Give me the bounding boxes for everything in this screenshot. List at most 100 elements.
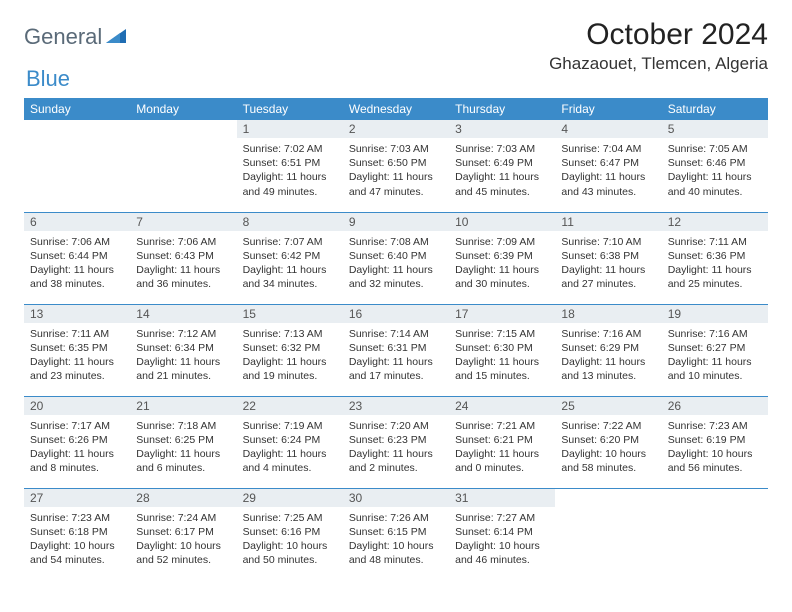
calendar-row: 1Sunrise: 7:02 AMSunset: 6:51 PMDaylight… — [24, 120, 768, 212]
calendar-row: 13Sunrise: 7:11 AMSunset: 6:35 PMDayligh… — [24, 304, 768, 396]
logo-text-blue: Blue — [26, 66, 70, 91]
sunrise-text: Sunrise: 7:18 AM — [136, 419, 230, 433]
day-number: 26 — [662, 397, 768, 415]
sunrise-text: Sunrise: 7:15 AM — [455, 327, 549, 341]
sunset-text: Sunset: 6:27 PM — [668, 341, 762, 355]
day-number — [555, 489, 661, 493]
day-details: Sunrise: 7:14 AMSunset: 6:31 PMDaylight:… — [343, 323, 449, 390]
day-details: Sunrise: 7:16 AMSunset: 6:27 PMDaylight:… — [662, 323, 768, 390]
day-number: 5 — [662, 120, 768, 138]
sunset-text: Sunset: 6:23 PM — [349, 433, 443, 447]
day-number: 31 — [449, 489, 555, 507]
daylight-text: Daylight: 11 hours and 21 minutes. — [136, 355, 230, 383]
sunset-text: Sunset: 6:14 PM — [455, 525, 549, 539]
sunrise-text: Sunrise: 7:11 AM — [668, 235, 762, 249]
day-details: Sunrise: 7:18 AMSunset: 6:25 PMDaylight:… — [130, 415, 236, 482]
day-details: Sunrise: 7:10 AMSunset: 6:38 PMDaylight:… — [555, 231, 661, 298]
day-number: 25 — [555, 397, 661, 415]
daylight-text: Daylight: 11 hours and 27 minutes. — [561, 263, 655, 291]
day-details: Sunrise: 7:02 AMSunset: 6:51 PMDaylight:… — [237, 138, 343, 205]
sunset-text: Sunset: 6:29 PM — [561, 341, 655, 355]
logo-triangle-icon — [106, 27, 126, 48]
sunset-text: Sunset: 6:16 PM — [243, 525, 337, 539]
daylight-text: Daylight: 11 hours and 43 minutes. — [561, 170, 655, 198]
calendar-cell: 3Sunrise: 7:03 AMSunset: 6:49 PMDaylight… — [449, 120, 555, 212]
day-number: 23 — [343, 397, 449, 415]
day-details: Sunrise: 7:12 AMSunset: 6:34 PMDaylight:… — [130, 323, 236, 390]
day-details: Sunrise: 7:17 AMSunset: 6:26 PMDaylight:… — [24, 415, 130, 482]
sunset-text: Sunset: 6:18 PM — [30, 525, 124, 539]
calendar-cell — [662, 488, 768, 580]
calendar-cell: 6Sunrise: 7:06 AMSunset: 6:44 PMDaylight… — [24, 212, 130, 304]
sunrise-text: Sunrise: 7:05 AM — [668, 142, 762, 156]
calendar-cell: 23Sunrise: 7:20 AMSunset: 6:23 PMDayligh… — [343, 396, 449, 488]
calendar-row: 6Sunrise: 7:06 AMSunset: 6:44 PMDaylight… — [24, 212, 768, 304]
day-number: 28 — [130, 489, 236, 507]
sunset-text: Sunset: 6:20 PM — [561, 433, 655, 447]
sunrise-text: Sunrise: 7:06 AM — [136, 235, 230, 249]
daylight-text: Daylight: 11 hours and 6 minutes. — [136, 447, 230, 475]
sunrise-text: Sunrise: 7:14 AM — [349, 327, 443, 341]
day-number: 30 — [343, 489, 449, 507]
logo-text-general: General — [24, 24, 102, 50]
calendar-cell — [24, 120, 130, 212]
sunrise-text: Sunrise: 7:02 AM — [243, 142, 337, 156]
day-header: Thursday — [449, 98, 555, 120]
calendar-cell: 20Sunrise: 7:17 AMSunset: 6:26 PMDayligh… — [24, 396, 130, 488]
calendar-cell: 25Sunrise: 7:22 AMSunset: 6:20 PMDayligh… — [555, 396, 661, 488]
day-details: Sunrise: 7:11 AMSunset: 6:36 PMDaylight:… — [662, 231, 768, 298]
calendar-cell: 29Sunrise: 7:25 AMSunset: 6:16 PMDayligh… — [237, 488, 343, 580]
sunrise-text: Sunrise: 7:06 AM — [30, 235, 124, 249]
daylight-text: Daylight: 10 hours and 52 minutes. — [136, 539, 230, 567]
sunrise-text: Sunrise: 7:25 AM — [243, 511, 337, 525]
sunrise-text: Sunrise: 7:16 AM — [561, 327, 655, 341]
sunset-text: Sunset: 6:42 PM — [243, 249, 337, 263]
daylight-text: Daylight: 11 hours and 38 minutes. — [30, 263, 124, 291]
daylight-text: Daylight: 11 hours and 23 minutes. — [30, 355, 124, 383]
day-header: Tuesday — [237, 98, 343, 120]
day-number: 20 — [24, 397, 130, 415]
day-number: 19 — [662, 305, 768, 323]
day-header-row: Sunday Monday Tuesday Wednesday Thursday… — [24, 98, 768, 120]
daylight-text: Daylight: 11 hours and 40 minutes. — [668, 170, 762, 198]
page: General October 2024 Ghazaouet, Tlemcen,… — [0, 0, 792, 598]
day-details: Sunrise: 7:20 AMSunset: 6:23 PMDaylight:… — [343, 415, 449, 482]
day-number: 11 — [555, 213, 661, 231]
day-details: Sunrise: 7:08 AMSunset: 6:40 PMDaylight:… — [343, 231, 449, 298]
daylight-text: Daylight: 11 hours and 30 minutes. — [455, 263, 549, 291]
calendar-cell — [130, 120, 236, 212]
calendar-cell: 24Sunrise: 7:21 AMSunset: 6:21 PMDayligh… — [449, 396, 555, 488]
calendar-row: 20Sunrise: 7:17 AMSunset: 6:26 PMDayligh… — [24, 396, 768, 488]
day-number: 7 — [130, 213, 236, 231]
month-title: October 2024 — [549, 18, 768, 52]
day-number: 12 — [662, 213, 768, 231]
day-number — [662, 489, 768, 493]
sunrise-text: Sunrise: 7:03 AM — [455, 142, 549, 156]
calendar-cell: 2Sunrise: 7:03 AMSunset: 6:50 PMDaylight… — [343, 120, 449, 212]
daylight-text: Daylight: 11 hours and 8 minutes. — [30, 447, 124, 475]
calendar-cell: 11Sunrise: 7:10 AMSunset: 6:38 PMDayligh… — [555, 212, 661, 304]
day-details: Sunrise: 7:27 AMSunset: 6:14 PMDaylight:… — [449, 507, 555, 574]
sunset-text: Sunset: 6:24 PM — [243, 433, 337, 447]
day-header: Friday — [555, 98, 661, 120]
day-details: Sunrise: 7:05 AMSunset: 6:46 PMDaylight:… — [662, 138, 768, 205]
day-details: Sunrise: 7:04 AMSunset: 6:47 PMDaylight:… — [555, 138, 661, 205]
sunset-text: Sunset: 6:26 PM — [30, 433, 124, 447]
calendar-cell: 22Sunrise: 7:19 AMSunset: 6:24 PMDayligh… — [237, 396, 343, 488]
day-details: Sunrise: 7:24 AMSunset: 6:17 PMDaylight:… — [130, 507, 236, 574]
calendar-cell: 1Sunrise: 7:02 AMSunset: 6:51 PMDaylight… — [237, 120, 343, 212]
calendar-cell: 4Sunrise: 7:04 AMSunset: 6:47 PMDaylight… — [555, 120, 661, 212]
daylight-text: Daylight: 11 hours and 25 minutes. — [668, 263, 762, 291]
sunset-text: Sunset: 6:46 PM — [668, 156, 762, 170]
sunset-text: Sunset: 6:31 PM — [349, 341, 443, 355]
daylight-text: Daylight: 11 hours and 17 minutes. — [349, 355, 443, 383]
daylight-text: Daylight: 11 hours and 47 minutes. — [349, 170, 443, 198]
sunrise-text: Sunrise: 7:22 AM — [561, 419, 655, 433]
day-details: Sunrise: 7:19 AMSunset: 6:24 PMDaylight:… — [237, 415, 343, 482]
calendar-cell: 31Sunrise: 7:27 AMSunset: 6:14 PMDayligh… — [449, 488, 555, 580]
daylight-text: Daylight: 11 hours and 36 minutes. — [136, 263, 230, 291]
day-details: Sunrise: 7:09 AMSunset: 6:39 PMDaylight:… — [449, 231, 555, 298]
calendar-cell: 9Sunrise: 7:08 AMSunset: 6:40 PMDaylight… — [343, 212, 449, 304]
calendar-cell: 12Sunrise: 7:11 AMSunset: 6:36 PMDayligh… — [662, 212, 768, 304]
sunrise-text: Sunrise: 7:26 AM — [349, 511, 443, 525]
